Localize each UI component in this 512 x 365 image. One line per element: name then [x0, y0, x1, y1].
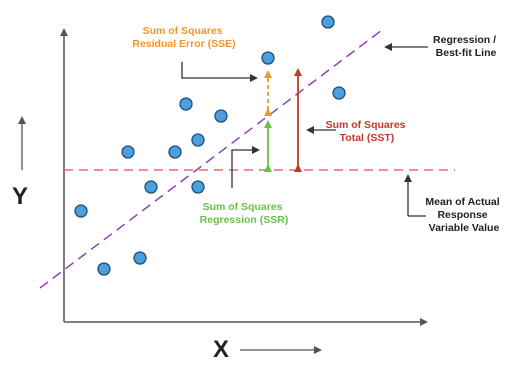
- ssr-leader: [231, 146, 260, 188]
- data-point: [191, 180, 205, 194]
- data-point: [168, 145, 182, 159]
- regression-label: Regression / Best-fit Line: [433, 34, 499, 59]
- data-points: [74, 15, 346, 276]
- sst-label-line2: Total (SST): [340, 132, 395, 144]
- data-point: [97, 262, 111, 276]
- sst-label-line1: Sum of Squares: [326, 119, 406, 131]
- regression-label-line2: Best-fit Line: [436, 47, 497, 59]
- data-point: [191, 133, 205, 147]
- sse-leader: [181, 62, 258, 82]
- regression-line: [39, 29, 383, 289]
- ssr-label-line1: Sum of Squares: [203, 201, 283, 213]
- data-point: [133, 251, 147, 265]
- mean-label-line2: Response: [437, 209, 487, 221]
- data-point: [332, 86, 346, 100]
- sse-label: Sum of Squares Residual Error (SSE): [132, 25, 235, 50]
- data-point: [144, 180, 158, 194]
- mean-label-line1: Mean of Actual: [425, 196, 499, 208]
- mean-label-line3: Variable Value: [429, 222, 500, 234]
- mean-label: Mean of Actual Response Variable Value: [425, 196, 502, 234]
- sse-label-line2: Residual Error (SSE): [132, 38, 235, 50]
- sse-label-line1: Sum of Squares: [143, 25, 223, 37]
- ssr-label: Sum of Squares Regression (SSR): [200, 201, 289, 226]
- data-point: [179, 97, 193, 111]
- regression-label-line1: Regression /: [433, 34, 496, 46]
- data-point: [321, 15, 335, 29]
- x-axis-label: X: [213, 336, 229, 360]
- data-point: [121, 145, 135, 159]
- ssr-label-line2: Regression (SSR): [200, 214, 289, 226]
- data-point: [74, 204, 88, 218]
- y-axis-label: Y: [12, 183, 28, 210]
- sst-label: Sum of Squares Total (SST): [326, 119, 409, 144]
- data-point: [214, 109, 228, 123]
- data-point: [261, 51, 275, 65]
